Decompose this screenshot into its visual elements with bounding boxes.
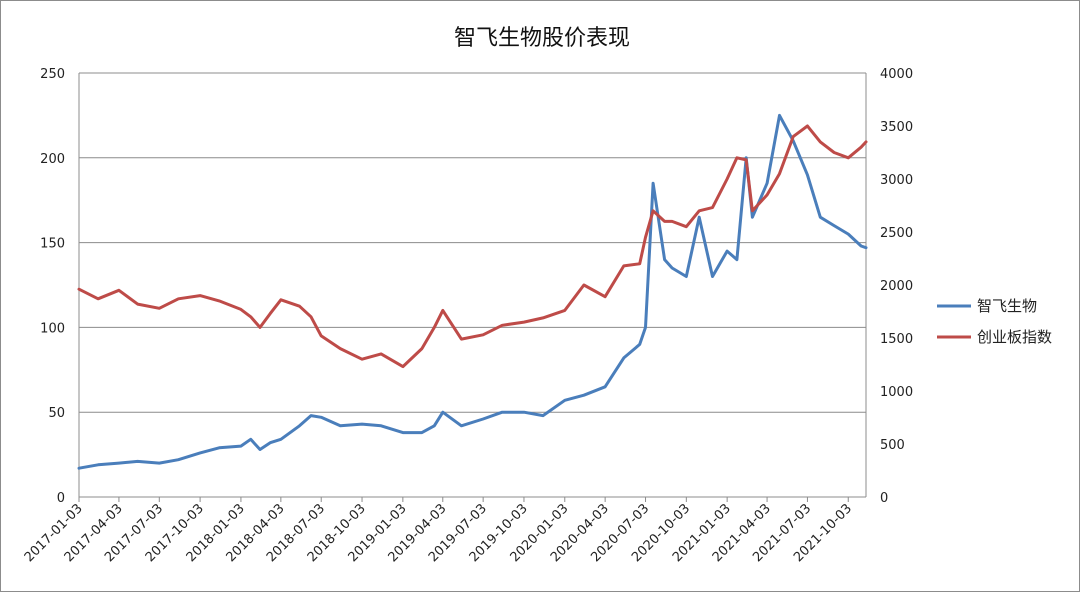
left-tick-label: 50 xyxy=(48,406,65,421)
series-layer xyxy=(77,113,868,470)
left-axis: 0 50 100 150 200 250 xyxy=(40,67,65,506)
right-tick-label: 500 xyxy=(880,438,905,453)
right-tick-label: 3500 xyxy=(880,120,913,135)
left-tick-label: 100 xyxy=(40,321,65,336)
left-tick-label: 0 xyxy=(57,491,65,506)
right-axis: 0 500 1000 1500 2000 2500 3000 3500 4000 xyxy=(880,67,913,506)
x-axis: 2017-01-032017-04-032017-07-032017-10-03… xyxy=(22,497,855,565)
legend-label-zhifei: 智飞生物 xyxy=(977,297,1037,315)
right-tick-label: 3000 xyxy=(880,173,913,188)
plot-area xyxy=(78,73,867,498)
right-tick-label: 0 xyxy=(880,491,888,506)
left-tick-label: 200 xyxy=(40,152,65,167)
left-tick-label: 150 xyxy=(40,237,65,252)
right-tick-label: 2000 xyxy=(880,279,913,294)
right-tick-label: 2500 xyxy=(880,226,913,241)
right-tick-label: 1000 xyxy=(880,385,913,400)
gridlines xyxy=(79,72,866,413)
right-tick-label: 4000 xyxy=(880,67,913,82)
right-tick-label: 1500 xyxy=(880,332,913,347)
chart-title: 智飞生物股价表现 xyxy=(454,26,630,51)
series-line-chinext xyxy=(77,124,868,369)
legend-label-chinext: 创业板指数 xyxy=(977,328,1052,346)
left-tick-label: 250 xyxy=(40,67,65,82)
legend: 智飞生物 创业板指数 xyxy=(937,297,1052,346)
